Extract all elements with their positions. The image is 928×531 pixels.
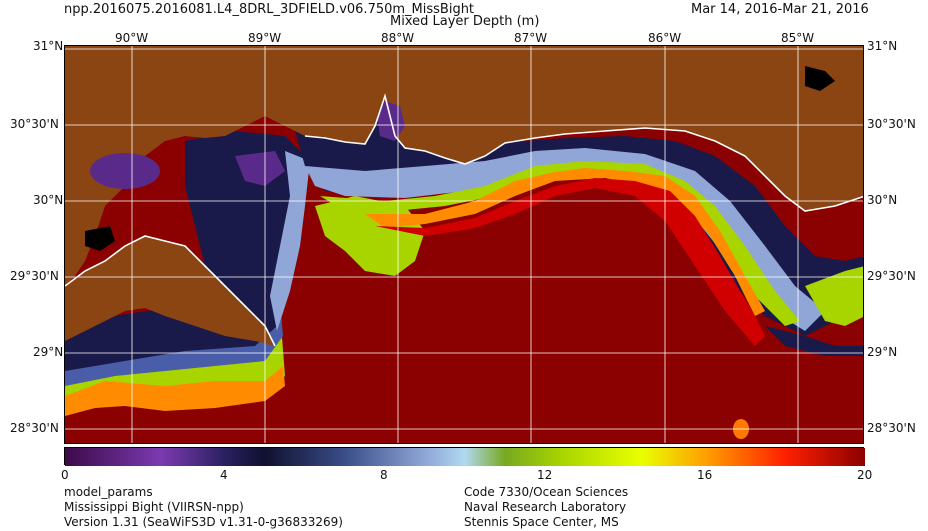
lon-label-87w: 87°W: [514, 31, 548, 45]
lat-label-right-29-30n: 29°30'N: [867, 269, 916, 283]
north-coast-orange: [365, 168, 765, 316]
footer-right-line-2: Naval Research Laboratory: [464, 500, 627, 514]
lat-label-right-30-30n: 30°30'N: [867, 117, 916, 131]
louisiana-land: [65, 236, 275, 346]
footer-left-line-2: Mississippi Bight (VIIRSN-npp): [64, 500, 244, 514]
lat-label-left-28-30n: 28°30'N: [10, 421, 59, 435]
colorbar: [64, 447, 865, 466]
colorbar-tick-20: 20: [857, 468, 873, 482]
footer-left-line-1: model_params: [64, 485, 153, 499]
lake-maurepas: [85, 226, 115, 251]
lat-label-left-29-30n: 29°30'N: [10, 269, 59, 283]
west-shelf-orange: [65, 366, 285, 416]
lon-label-86w: 86°W: [648, 31, 682, 45]
colorbar-tick-4: 4: [220, 468, 228, 482]
north-coast-red: [375, 178, 765, 346]
delta-blue-ring: [270, 151, 310, 331]
inland-lake-east: [805, 66, 835, 91]
lat-label-left-30-30n: 30°30'N: [10, 117, 59, 131]
date-range: Mar 14, 2016-Mar 21, 2016: [691, 2, 869, 17]
footer-right-line-1: Code 7330/Ocean Sciences: [464, 485, 629, 499]
lat-label-right-29n: 29°N: [867, 345, 898, 359]
lat-label-right-30n: 30°N: [867, 193, 898, 207]
east-shelf-navy: [765, 326, 863, 356]
variable-title: Mixed Layer Depth (m): [390, 14, 540, 29]
lake-borgne: [235, 151, 285, 186]
mixed-layer-depth-map: [64, 45, 864, 444]
footer-left-line-3: Version 1.31 (SeaWiFS3D v1.31-0-g3683326…: [64, 515, 343, 529]
east-shelf-lime: [805, 266, 863, 326]
lake-pontchartrain: [90, 153, 160, 189]
graticule: [65, 46, 863, 443]
lat-label-left-31n: 31°N: [33, 39, 64, 53]
colorbar-tick-8: 8: [380, 468, 388, 482]
colorbar-tick-0: 0: [61, 468, 69, 482]
lat-label-right-31n: 31°N: [867, 39, 898, 53]
lat-label-left-30n: 30°N: [33, 193, 64, 207]
coastline: [65, 93, 863, 347]
northern-land: [65, 46, 863, 286]
colorbar-tick-12: 12: [537, 468, 553, 482]
lon-label-85w: 85°W: [781, 31, 815, 45]
lon-label-89w: 89°W: [248, 31, 282, 45]
lon-label-88w: 88°W: [381, 31, 415, 45]
file-title: npp.2016075.2016081.L4_8DRL_3DFIELD.v06.…: [64, 2, 475, 17]
colorbar-tick-16: 16: [697, 468, 713, 482]
lat-label-right-28-30n: 28°30'N: [867, 421, 916, 435]
north-coast-lime: [320, 161, 800, 326]
footer-right-line-3: Stennis Space Center, MS: [464, 515, 619, 529]
lon-label-90w: 90°W: [115, 31, 149, 45]
lat-label-left-29n: 29°N: [33, 345, 64, 359]
